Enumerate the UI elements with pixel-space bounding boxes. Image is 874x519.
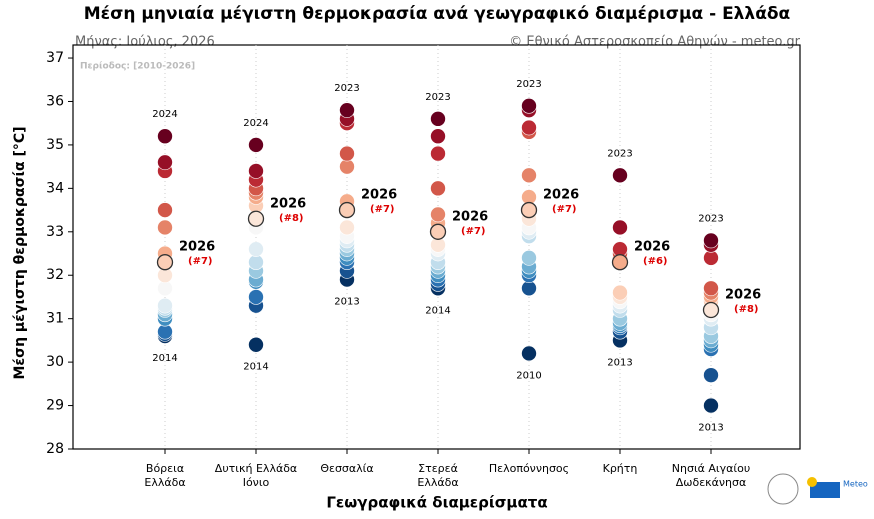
min-year-label: 2014 — [243, 362, 268, 373]
data-point — [430, 111, 446, 127]
y-tick-label: 31 — [46, 311, 64, 327]
period-label: Περίοδος: [2010-2026] — [80, 61, 195, 72]
data-point — [157, 128, 173, 145]
data-point — [703, 397, 719, 414]
data-point — [521, 119, 537, 136]
data-point — [157, 297, 173, 314]
data-point — [612, 167, 628, 184]
observatory-logo — [767, 473, 799, 505]
data-point — [157, 202, 173, 218]
data-point — [703, 232, 719, 249]
y-tick-label: 34 — [46, 180, 64, 196]
current-label: 2026 — [361, 188, 397, 203]
rank-label: (#7) — [552, 204, 576, 215]
current-point — [156, 254, 174, 271]
data-point — [157, 154, 173, 171]
x-tick-label: Δυτική Ελλάδα — [215, 462, 297, 475]
x-tick-label: Ιόνιο — [243, 476, 270, 489]
y-tick-label: 33 — [46, 224, 64, 240]
max-year-label: 2023 — [698, 213, 723, 224]
min-year-label: 2010 — [516, 370, 541, 381]
x-tick-label: Κρήτη — [603, 462, 638, 475]
data-point — [521, 167, 537, 184]
meteo-logo — [810, 482, 840, 498]
data-point — [430, 128, 446, 145]
max-year-label: 2023 — [425, 92, 450, 103]
y-axis-title: Μέση μέγιστη θερμοκρασία [°C] — [12, 126, 28, 379]
min-year-label: 2013 — [607, 357, 632, 368]
current-point — [611, 254, 629, 271]
x-tick-label: Θεσσαλία — [320, 462, 373, 475]
min-year-label: 2013 — [334, 297, 359, 308]
y-tick-label: 29 — [46, 398, 64, 414]
x-axis-title: Γεωγραφικά διαμερίσματα — [326, 494, 547, 512]
data-point — [248, 336, 264, 353]
data-point — [703, 367, 719, 383]
max-year-label: 2023 — [334, 83, 359, 94]
max-year-label: 2024 — [243, 118, 268, 129]
current-point — [429, 223, 447, 240]
max-year-label: 2023 — [607, 148, 632, 159]
data-point — [521, 250, 537, 266]
y-tick-label: 28 — [46, 441, 64, 457]
rank-label: (#6) — [643, 256, 667, 267]
x-tick-label: Δωδεκάνησα — [676, 476, 747, 489]
current-label: 2026 — [179, 240, 215, 255]
current-label: 2026 — [452, 209, 488, 224]
rank-label: (#8) — [279, 213, 303, 224]
max-year-label: 2024 — [152, 109, 177, 120]
rank-label: (#7) — [188, 256, 212, 267]
data-point — [157, 219, 173, 236]
data-point — [430, 206, 446, 223]
min-year-label: 2014 — [425, 305, 450, 316]
y-tick-label: 32 — [46, 267, 64, 283]
min-year-label: 2013 — [698, 423, 723, 434]
rank-label: (#8) — [734, 304, 758, 315]
x-tick-label: Ελλάδα — [144, 476, 185, 489]
current-label: 2026 — [543, 188, 579, 203]
y-tick-label: 37 — [46, 50, 64, 66]
data-point — [521, 345, 537, 362]
data-point — [612, 219, 628, 236]
current-label: 2026 — [270, 196, 306, 211]
data-point — [248, 241, 264, 257]
x-tick-label: Βόρεια — [146, 462, 184, 475]
x-tick-label: Πελοπόννησος — [489, 462, 569, 475]
data-point — [248, 289, 264, 305]
current-label: 2026 — [725, 287, 761, 302]
meteo-logo-sun — [807, 477, 817, 487]
current-label: 2026 — [634, 240, 670, 255]
max-year-label: 2023 — [516, 79, 541, 90]
min-year-label: 2014 — [152, 353, 177, 364]
subtitle-left: Μήνας: Ιούλιος, 2026 — [75, 35, 215, 50]
chart-title: Μέση μηνιαία μέγιστη θερμοκρασία ανά γεω… — [84, 4, 790, 24]
current-point — [520, 201, 538, 219]
data-point — [339, 145, 355, 162]
x-tick-label: Νησιά Αιγαίου — [672, 462, 750, 475]
x-tick-label: Στερεά — [418, 462, 458, 475]
y-tick-label: 30 — [46, 354, 64, 370]
data-point — [248, 163, 264, 179]
plot-frame — [72, 44, 801, 450]
data-point — [430, 145, 446, 162]
current-point — [338, 201, 356, 219]
x-tick-label: Ελλάδα — [417, 476, 458, 489]
current-point — [702, 301, 720, 319]
data-point — [430, 180, 446, 197]
data-point — [612, 284, 628, 301]
data-point — [703, 280, 719, 297]
rank-label: (#7) — [461, 226, 485, 237]
data-point — [248, 137, 264, 153]
y-tick-label: 36 — [46, 93, 64, 109]
rank-label: (#7) — [370, 204, 394, 215]
data-point — [339, 102, 355, 118]
data-point — [339, 219, 355, 236]
subtitle-right: © Εθνικό Αστεροσκοπείο Αθηνών - meteo.gr — [509, 35, 800, 50]
current-point — [247, 210, 265, 227]
data-point — [521, 98, 537, 114]
y-tick-label: 35 — [46, 137, 64, 153]
logo-text: Meteo — [843, 480, 868, 489]
